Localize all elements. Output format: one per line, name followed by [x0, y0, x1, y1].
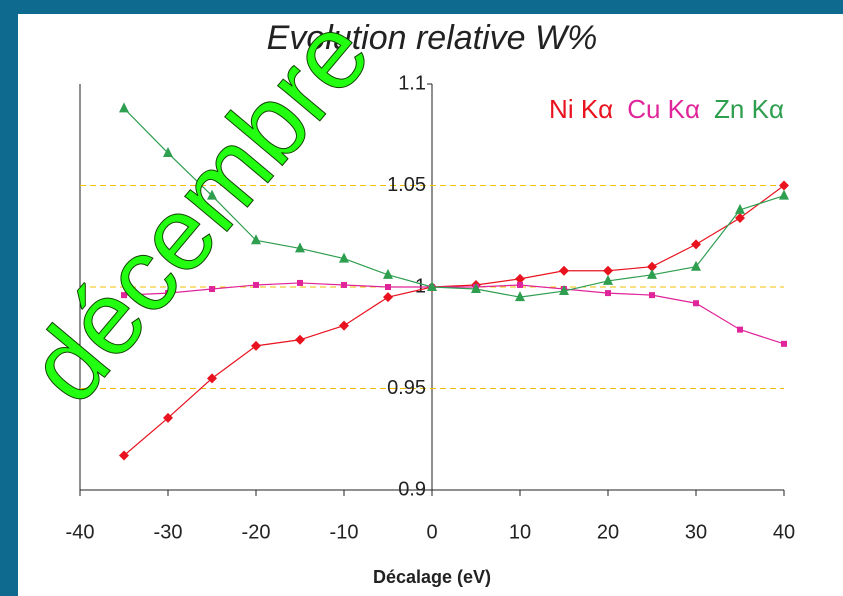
marker [647, 268, 657, 279]
series-line [123, 282, 785, 345]
marker [735, 212, 745, 223]
marker [649, 292, 655, 299]
marker [163, 147, 173, 158]
marker [341, 281, 347, 288]
marker [297, 279, 303, 286]
marker [603, 274, 613, 285]
marker [383, 268, 393, 279]
y-tick-label: 1 [415, 275, 426, 297]
marker [163, 412, 173, 423]
marker [647, 261, 657, 272]
marker [253, 281, 259, 288]
y-tick-label: 1.05 [387, 174, 426, 196]
x-tick-label: 40 [773, 521, 795, 543]
marker [383, 292, 393, 303]
marker [385, 284, 391, 290]
marker [691, 260, 701, 271]
marker [119, 450, 129, 461]
marker [737, 326, 743, 333]
series-line [123, 107, 785, 298]
series-line [123, 185, 785, 456]
marker [207, 373, 217, 384]
marker [515, 291, 525, 302]
y-tick-label: 1.1 [398, 72, 426, 94]
x-tick-label: 10 [509, 521, 531, 543]
marker [427, 281, 437, 291]
marker [559, 265, 569, 276]
marker [207, 189, 217, 200]
marker [121, 292, 127, 299]
x-tick-label: 20 [597, 521, 619, 543]
legend-entry: Zn Kα [714, 94, 784, 124]
marker [693, 300, 699, 307]
marker [605, 290, 611, 297]
legend-entry: Cu Kα [627, 94, 700, 124]
marker [339, 320, 349, 331]
marker [471, 283, 481, 294]
marker [209, 286, 215, 293]
x-tick-label: -40 [66, 521, 95, 543]
marker [119, 102, 129, 113]
marker [559, 285, 569, 296]
marker [515, 273, 525, 284]
marker [251, 340, 261, 351]
chart-title: Evolution relative W% [267, 19, 598, 57]
marker [779, 180, 789, 191]
x-tick-label: 0 [426, 521, 437, 543]
y-tick-label: 0.9 [398, 478, 426, 500]
panel [18, 14, 843, 596]
legend-entry: Ni Kα [549, 94, 613, 124]
marker [779, 189, 789, 200]
marker [251, 234, 261, 245]
marker [603, 265, 613, 276]
x-tick-label: -30 [154, 521, 183, 543]
x-tick-label: -20 [242, 521, 271, 543]
marker [691, 239, 701, 250]
x-axis-label: Décalage (eV) [373, 567, 491, 587]
marker [517, 281, 523, 288]
x-tick-label: -10 [330, 521, 359, 543]
marker [295, 334, 305, 345]
y-tick-label: 0.95 [387, 377, 426, 399]
marker [165, 290, 171, 297]
x-tick-label: 30 [685, 521, 707, 543]
marker [781, 340, 787, 347]
marker [735, 203, 745, 214]
marker [295, 242, 305, 253]
marker [339, 252, 349, 263]
